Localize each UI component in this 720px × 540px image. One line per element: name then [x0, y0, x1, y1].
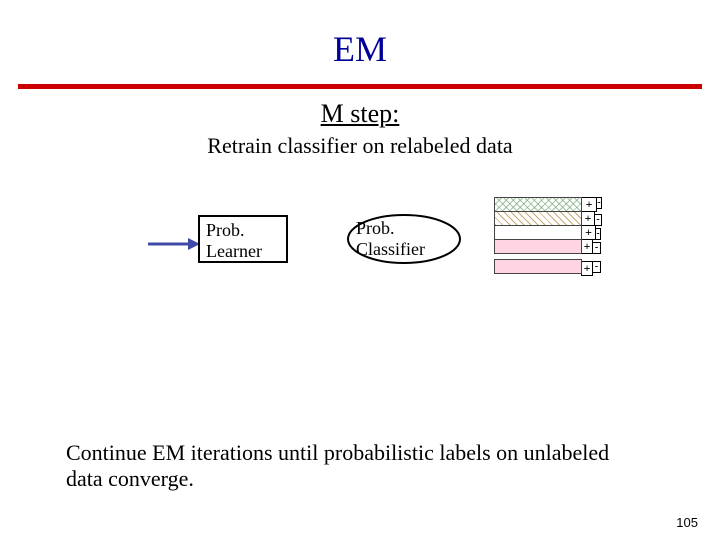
divider-rule — [18, 84, 702, 89]
classifier-line2: Classifier — [356, 239, 425, 260]
minus-tag: - — [592, 261, 601, 273]
data-row: +- — [494, 239, 602, 254]
data-bar — [494, 259, 582, 274]
data-bar — [494, 239, 582, 254]
prob-classifier-oval: Prob. Classifier — [346, 213, 462, 265]
minus-tag: - — [596, 197, 602, 209]
page-number: 105 — [676, 515, 698, 530]
classifier-line1: Prob. — [356, 218, 425, 239]
arrow-into-learner — [148, 235, 200, 253]
data-row: +- — [494, 211, 602, 226]
minus-tag: - — [595, 228, 601, 240]
data-row: +- — [494, 197, 602, 212]
minus-tag: - — [594, 214, 602, 226]
prob-learner-box: Prob. Learner — [198, 215, 288, 263]
data-bar — [494, 225, 582, 240]
data-row: +- — [494, 225, 602, 240]
plus-tag: + — [581, 211, 595, 226]
plus-tag: + — [581, 197, 597, 212]
data-bar — [494, 197, 582, 212]
conclusion-text: Continue EM iterations until probabilist… — [66, 440, 626, 493]
diagram: Prob. Learner Prob. Classifier +-+-+-+-+… — [0, 191, 720, 311]
step-description: Retrain classifier on relabeled data — [0, 133, 720, 159]
learner-line1: Prob. — [206, 220, 280, 241]
learner-line2: Learner — [206, 241, 280, 262]
data-bar — [494, 211, 582, 226]
step-heading: M step: — [0, 99, 720, 129]
slide-title: EM — [0, 0, 720, 70]
data-stack: +-+-+-+-+- — [494, 197, 602, 275]
minus-tag: - — [592, 242, 601, 254]
data-row: +- — [494, 259, 602, 276]
plus-tag: + — [581, 225, 596, 240]
